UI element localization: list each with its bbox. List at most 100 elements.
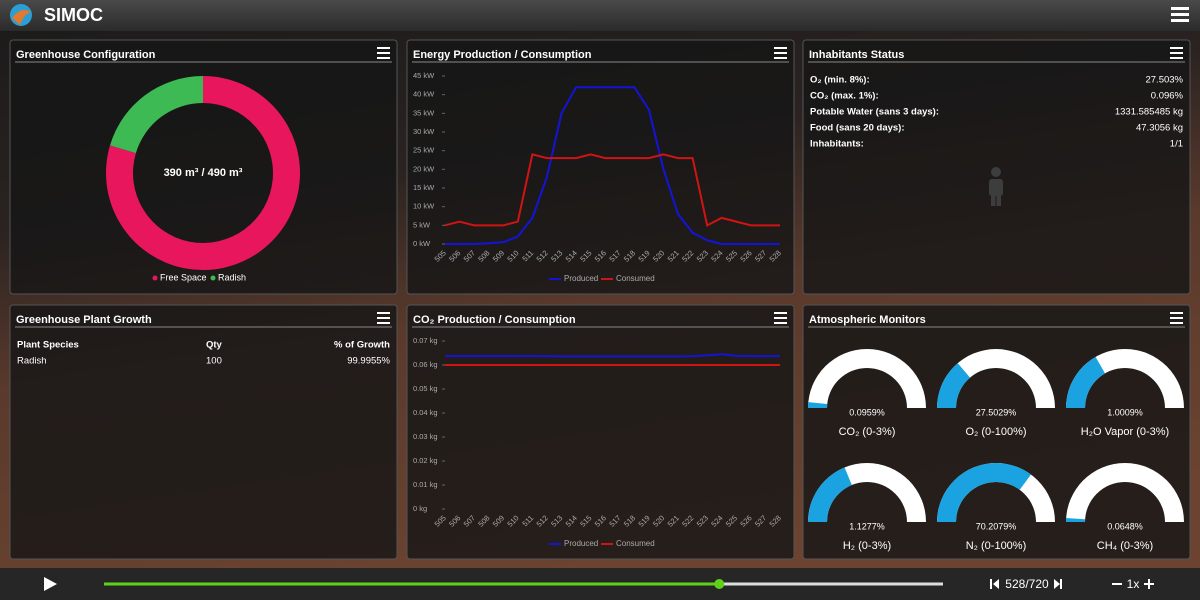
y-tick-label: 15 kW — [413, 183, 435, 192]
gauge-fill — [808, 467, 852, 522]
gauge-fill — [937, 463, 1031, 522]
series-line — [445, 353, 780, 358]
header-bar — [0, 0, 1200, 31]
gauge-label: O₂ (0-100%) — [965, 426, 1026, 438]
gauge-fill — [1066, 356, 1106, 408]
step-forward-button[interactable] — [1054, 579, 1062, 589]
legend-swatch — [152, 275, 158, 281]
status-label: O₂ (min. 8%): — [810, 75, 870, 86]
y-tick-label: 0.02 kg — [413, 456, 438, 465]
gauge-track — [1066, 463, 1184, 522]
y-tick-label: 0.06 kg — [413, 360, 438, 369]
y-tick-label: 20 kW — [413, 164, 435, 173]
panel-title: CO₂ Production / Consumption — [413, 314, 576, 326]
status-value: 1331.585485 kg — [1115, 107, 1183, 118]
panel-menu[interactable] — [1170, 317, 1183, 319]
y-tick-label: 10 kW — [413, 202, 435, 211]
gauge-track — [937, 349, 1055, 408]
panel-menu[interactable] — [774, 47, 787, 49]
panel-menu[interactable] — [1170, 47, 1183, 49]
gauge-value: 0.0648% — [1107, 521, 1143, 531]
speed-label: 1x — [1127, 577, 1140, 591]
panel-menu[interactable] — [377, 322, 390, 324]
gauge-value: 27.5029% — [976, 407, 1017, 417]
panel-menu[interactable] — [774, 322, 787, 324]
panel-menu[interactable] — [774, 317, 787, 319]
gauge-label: CO₂ (0-3%) — [839, 426, 896, 438]
panel-title: Energy Production / Consumption — [413, 49, 592, 61]
status-label: Food (sans 20 days): — [810, 123, 905, 134]
panel — [9, 304, 398, 560]
panel-menu[interactable] — [377, 47, 390, 49]
y-tick-label: 40 kW — [413, 90, 435, 99]
legend-label: Consumed — [616, 274, 655, 283]
table-header: Qty — [206, 340, 223, 351]
speed-down-button[interactable] — [1112, 583, 1122, 585]
legend-swatch — [210, 275, 216, 281]
panel-menu[interactable] — [1170, 57, 1183, 59]
series-line — [445, 86, 780, 245]
legend-label: Produced — [564, 274, 598, 283]
y-tick-label: 25 kW — [413, 146, 435, 155]
y-tick-label: 30 kW — [413, 127, 435, 136]
timeline-knob[interactable] — [714, 579, 725, 589]
gauge-label: H₂O Vapor (0-3%) — [1081, 426, 1169, 438]
panel-menu[interactable] — [377, 312, 390, 314]
legend-label: Free Space — [160, 272, 207, 282]
legend-label: Radish — [218, 272, 246, 282]
donut-slice — [110, 76, 203, 154]
status-label: Potable Water (sans 3 days): — [810, 107, 939, 118]
panel-menu[interactable] — [774, 52, 787, 54]
gauge-value: 1.1277% — [849, 521, 885, 531]
y-tick-label: 0.07 kg — [413, 336, 438, 345]
gauge-value: 1.0009% — [1107, 407, 1143, 417]
panel-menu[interactable] — [774, 312, 787, 314]
gauge-label: N₂ (0-100%) — [966, 540, 1027, 552]
legend-label: Produced — [564, 539, 598, 548]
panel-title: Greenhouse Configuration — [16, 49, 156, 61]
panel-menu[interactable] — [1170, 52, 1183, 54]
panel — [802, 39, 1191, 295]
table-header: % of Growth — [334, 340, 390, 351]
speed-up-button[interactable] — [1144, 579, 1154, 589]
table-header: Plant Species — [17, 340, 79, 351]
panel-title: Greenhouse Plant Growth — [16, 314, 152, 326]
app-title: SIMOC — [44, 5, 103, 25]
panel-title: Inhabitants Status — [809, 49, 904, 61]
status-value: 47.3056 kg — [1136, 123, 1183, 134]
y-tick-label: 5 kW — [413, 220, 431, 229]
y-tick-label: 0 kg — [413, 504, 427, 513]
table-cell: 100 — [206, 356, 222, 367]
panel-menu[interactable] — [774, 57, 787, 59]
y-tick-label: 0.04 kg — [413, 408, 438, 417]
y-tick-label: 35 kW — [413, 108, 435, 117]
panel-title: Atmospheric Monitors — [809, 314, 926, 326]
status-value: 0.096% — [1151, 91, 1184, 102]
panel — [406, 304, 795, 560]
legend-label: Consumed — [616, 539, 655, 548]
panel-menu[interactable] — [377, 52, 390, 54]
panel-menu[interactable] — [377, 57, 390, 59]
status-label: Inhabitants: — [810, 139, 864, 150]
center-label: 390 m³ / 490 m³ — [164, 167, 243, 179]
step-back-button[interactable] — [990, 579, 999, 589]
panel — [406, 39, 795, 295]
gauge-label: CH₄ (0-3%) — [1097, 540, 1153, 552]
gauge-value: 0.0959% — [849, 407, 885, 417]
status-label: CO₂ (max. 1%): — [810, 91, 879, 102]
gauge-track — [808, 349, 926, 408]
table-cell: 99.9955% — [347, 356, 390, 367]
panel-menu[interactable] — [1170, 322, 1183, 324]
main-menu[interactable] — [1171, 7, 1189, 22]
play-button[interactable] — [44, 577, 57, 591]
gauge-label: H₂ (0-3%) — [843, 540, 891, 552]
series-line — [444, 153, 780, 227]
gauge-fill — [937, 363, 971, 408]
y-tick-label: 45 kW — [413, 71, 435, 80]
gauge-value: 70.2079% — [976, 521, 1017, 531]
panel-menu[interactable] — [377, 317, 390, 319]
status-value: 1/1 — [1170, 139, 1183, 150]
panel-menu[interactable] — [1170, 312, 1183, 314]
y-tick-label: 0.03 kg — [413, 432, 438, 441]
